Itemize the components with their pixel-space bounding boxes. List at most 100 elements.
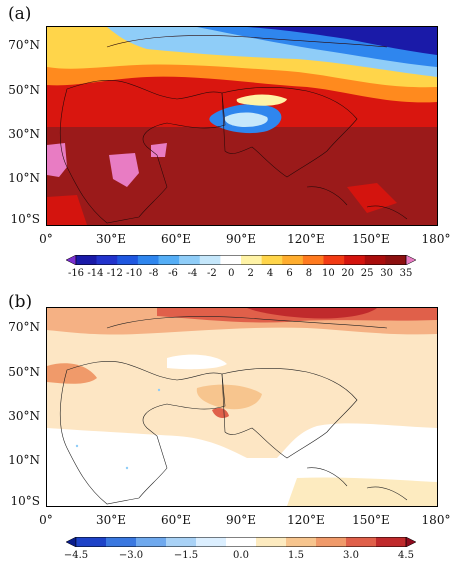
- coastline-islands: [306, 186, 408, 220]
- colorbar-segment: [137, 255, 159, 265]
- cool-speck: [125, 466, 129, 470]
- colorbar-tick-label: 0: [228, 268, 235, 279]
- colorbar-tick-label: 6: [286, 268, 293, 279]
- panel-b-map-svg: [47, 308, 437, 506]
- colorbar-segment: [282, 255, 304, 265]
- cool-speck: [157, 388, 161, 392]
- colorbar-tick-label: 8: [305, 268, 313, 279]
- panel-b-lon-180: 180°: [421, 513, 451, 527]
- panel-a-lon-120e: 120°E: [287, 232, 325, 246]
- colorbar-segment: [344, 255, 366, 265]
- colorbar-tick-label: 10: [321, 268, 335, 279]
- colorbar-tick-label: -10: [126, 268, 143, 279]
- panel-a-map: [46, 26, 438, 226]
- panel-a-lat-50n: 50°N: [8, 83, 40, 97]
- coastline-west-b: [59, 361, 226, 505]
- colorbar-tick-label: -14: [87, 268, 104, 279]
- panel-b-lat-10s: 10°S: [10, 494, 41, 508]
- colorbar-tick-label: 25: [360, 268, 374, 279]
- panel-a-lon-30e: 30°E: [95, 232, 127, 246]
- panel-b-lat-50n: 50°N: [8, 365, 40, 379]
- panel-a-lon-90e: 90°E: [225, 232, 257, 246]
- colorbar-segment: [346, 537, 377, 547]
- colorbar-tick-label: 0.0: [233, 550, 249, 561]
- panel-a-map-svg: [47, 27, 437, 225]
- colorbar-frame: [75, 537, 407, 547]
- panel-b-lon-90e: 90°E: [225, 513, 257, 527]
- colorbar-tick-label: 30: [380, 268, 393, 279]
- colorbar-tick-label: 2: [247, 268, 254, 279]
- colorbar-segment: [136, 537, 167, 547]
- colorbar-segment: [302, 255, 324, 265]
- colorbar-segment: [220, 255, 242, 265]
- panel-b-lon-0: 0°: [39, 513, 53, 527]
- arctic-max-warm: [247, 308, 377, 319]
- colorbar-segment: [106, 537, 137, 547]
- panel-b-colorbar: [66, 537, 416, 547]
- colorbar-tick-label: -12: [106, 268, 123, 279]
- panel-a-lon-60e: 60°E: [160, 232, 192, 246]
- coastline-islands-b: [306, 467, 408, 501]
- colorbar-segment: [261, 255, 283, 265]
- panel-b-lon-120e: 120°E: [287, 513, 325, 527]
- tibet-warm-spot: [212, 408, 229, 418]
- colorbar-segment: [76, 537, 107, 547]
- panel-a-lat-70n: 70°N: [8, 38, 40, 52]
- panel-b-label: (b): [8, 292, 33, 312]
- panel-a-lon-150e: 150°E: [352, 232, 390, 246]
- colorbar-segment: [158, 255, 180, 265]
- panel-a-label: (a): [8, 4, 32, 24]
- panel-a-colorbar: [66, 255, 416, 265]
- colorbar-segment: [376, 537, 407, 547]
- arabia-pink: [151, 143, 167, 157]
- mongolia-patch: [236, 94, 287, 106]
- panel-b-lat-30n: 30°N: [8, 409, 40, 423]
- panel-a-lat-10n: 10°N: [8, 171, 40, 185]
- colorbar-segment: [117, 255, 139, 265]
- colorbar-tick-label: -6: [168, 268, 178, 279]
- siberia-white-gap: [167, 354, 227, 370]
- panel-b-colorbar-svg: [66, 537, 416, 547]
- colorbar-segment: [199, 255, 221, 265]
- colorbar-tick-label: −1.5: [173, 550, 199, 561]
- colorbar-segment: [166, 537, 197, 547]
- tibet-cold-core: [224, 112, 268, 127]
- panel-b-lon-150e: 150°E: [352, 513, 390, 527]
- colorbar-segment: [286, 537, 317, 547]
- coastline-arctic: [106, 35, 388, 48]
- central-asia-patch: [196, 384, 262, 410]
- colorbar-tick-label: 1.5: [288, 550, 304, 561]
- colorbar-frame: [75, 255, 407, 265]
- colorbar-segment: [96, 255, 118, 265]
- panel-b-lon-30e: 30°E: [95, 513, 127, 527]
- panel-b-lat-70n: 70°N: [8, 320, 40, 334]
- europe-warm-patch: [47, 363, 97, 384]
- panel-b-map: [46, 307, 438, 507]
- panel-a-colorbar-svg: [66, 255, 416, 265]
- colorbar-segment: [76, 255, 97, 265]
- colorbar-extend-low: [66, 255, 77, 265]
- colorbar-tick-label: -4: [187, 268, 198, 279]
- light-warm-region: [47, 308, 437, 458]
- colorbar-tick-label: −4.5: [63, 550, 89, 561]
- cool-speck: [75, 444, 79, 448]
- panel-b-lon-60e: 60°E: [160, 513, 192, 527]
- coastline-east-b: [221, 368, 358, 459]
- panel-a-lat-10s: 10°S: [10, 212, 41, 226]
- colorbar-extend-high: [405, 255, 416, 265]
- panel-a-lat-30n: 30°N: [8, 127, 40, 141]
- colorbar-segment: [323, 255, 345, 265]
- colorbar-tick-label: -8: [148, 268, 159, 279]
- colorbar-segment: [226, 537, 257, 547]
- colorbar-segment: [316, 537, 347, 547]
- colorbar-tick-label: −3.0: [118, 550, 144, 561]
- maritime-patch: [347, 183, 397, 213]
- colorbar-tick-label: 3.0: [343, 550, 359, 561]
- colorbar-tick-label: 4.5: [398, 550, 414, 561]
- colorbar-extend-high: [405, 537, 416, 547]
- colorbar-extend-low: [66, 537, 77, 547]
- maritime-warm: [287, 477, 437, 506]
- colorbar-segment: [241, 255, 262, 265]
- colorbar-segment: [364, 255, 386, 265]
- colorbar-segment: [196, 537, 227, 547]
